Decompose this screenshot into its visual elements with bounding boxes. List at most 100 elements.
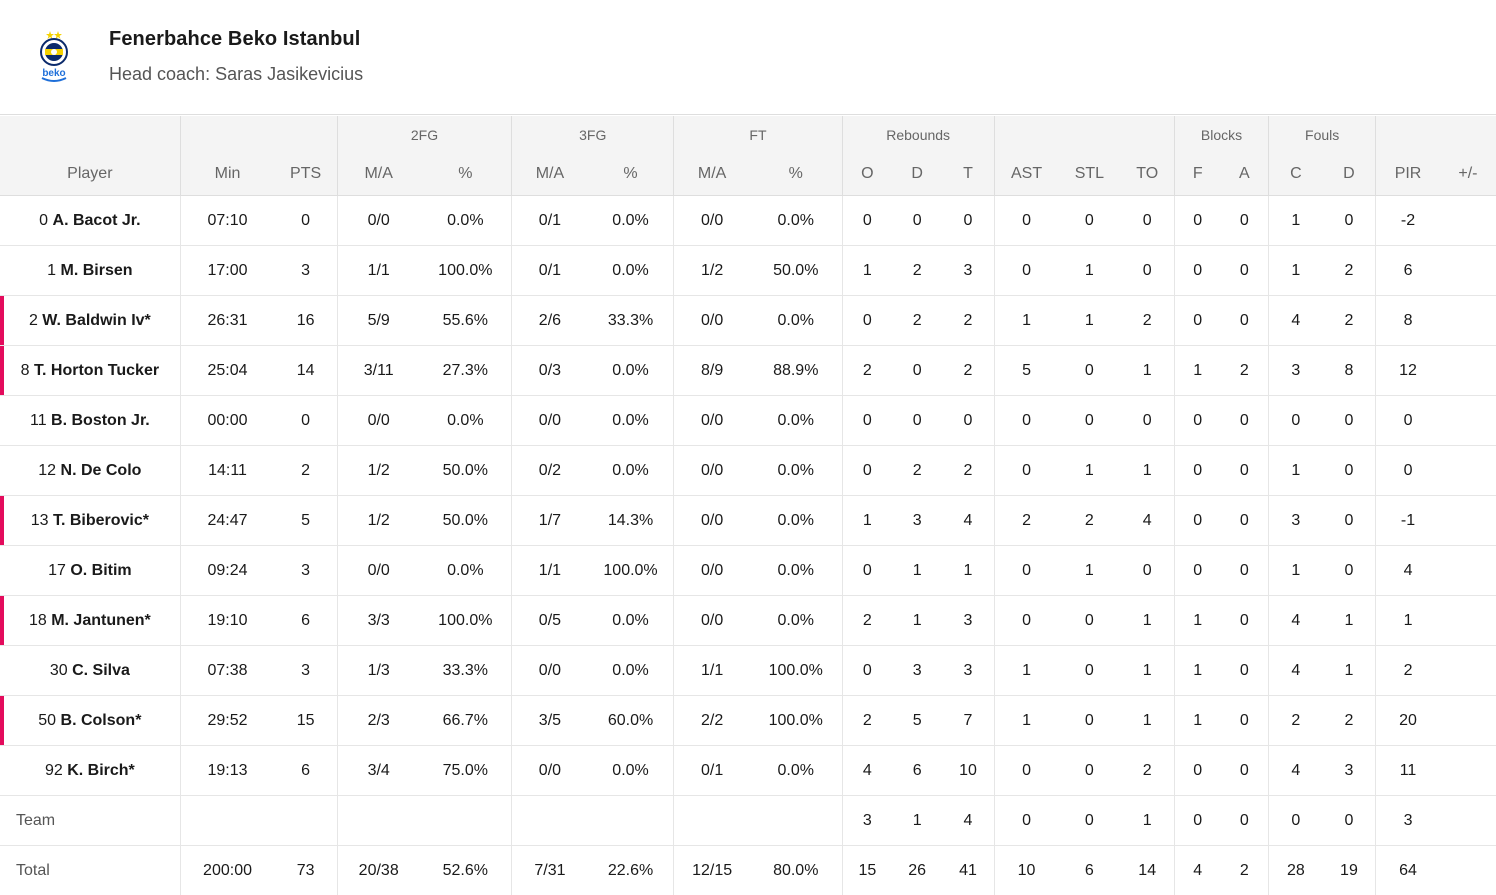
stat-fouls-committed: 3 — [1269, 496, 1323, 546]
player-name-link[interactable]: B. Boston Jr. — [51, 412, 150, 429]
team-minutes — [180, 796, 274, 846]
col-3fg-pct[interactable]: % — [588, 153, 674, 196]
stat-def-rebounds: 1 — [892, 546, 942, 596]
player-name-link[interactable]: M. Jantunen* — [51, 612, 151, 629]
col-plus-minus[interactable]: +/- — [1440, 153, 1496, 196]
col-ft-pct[interactable]: % — [750, 153, 842, 196]
stat-blocks-favor: 1 — [1174, 646, 1220, 696]
stat-def-rebounds: 5 — [892, 696, 942, 746]
stat-minutes: 14:11 — [180, 446, 274, 496]
col-stl[interactable]: STL — [1058, 153, 1120, 196]
jersey-number: 0 — [39, 212, 48, 229]
stat-assists: 2 — [994, 496, 1058, 546]
stat-2fg-pct: 75.0% — [420, 746, 512, 796]
col-2fg-ma[interactable]: M/A — [337, 153, 419, 196]
stat-3fg-made-attempted: 0/1 — [512, 196, 588, 246]
stat-plus-minus — [1440, 746, 1496, 796]
total-pir: 64 — [1376, 846, 1440, 895]
player-name-link[interactable]: M. Birsen — [61, 262, 133, 279]
stat-fouls-drawn: 0 — [1323, 196, 1376, 246]
player-name-link[interactable]: T. Horton Tucker — [34, 362, 159, 379]
col-min[interactable]: Min — [180, 153, 274, 196]
stat-blocks-against: 0 — [1221, 296, 1269, 346]
stat-turnovers: 0 — [1120, 246, 1174, 296]
col-reb-t[interactable]: T — [942, 153, 994, 196]
stat-2fg-pct: 100.0% — [420, 246, 512, 296]
stat-off-rebounds: 0 — [842, 446, 892, 496]
player-name-link[interactable]: T. Biberovic* — [53, 512, 149, 529]
stat-points: 16 — [274, 296, 337, 346]
stat-assists: 0 — [994, 596, 1058, 646]
player-name-link[interactable]: A. Bacot Jr. — [53, 212, 141, 229]
player-cell: 11 B. Boston Jr. — [0, 396, 180, 446]
team-blocks-favor: 0 — [1174, 796, 1220, 846]
stat-minutes: 29:52 — [180, 696, 274, 746]
stat-3fg-pct: 0.0% — [588, 396, 674, 446]
stat-3fg-pct: 33.3% — [588, 296, 674, 346]
stat-3fg-pct: 0.0% — [588, 596, 674, 646]
group-empty — [994, 116, 1174, 153]
col-blk-f[interactable]: F — [1174, 153, 1220, 196]
col-ast[interactable]: AST — [994, 153, 1058, 196]
stat-2fg-pct: 0.0% — [420, 196, 512, 246]
player-name-link[interactable]: N. De Colo — [61, 462, 142, 479]
col-pir[interactable]: PIR — [1376, 153, 1440, 196]
team-label: Team — [0, 796, 180, 846]
stat-2fg-pct: 55.6% — [420, 296, 512, 346]
stat-blocks-against: 0 — [1221, 446, 1269, 496]
team-total-rebounds: 4 — [942, 796, 994, 846]
stat-2fg-pct: 100.0% — [420, 596, 512, 646]
stat-minutes: 09:24 — [180, 546, 274, 596]
total-3fg-made-attempted: 7/31 — [512, 846, 588, 895]
stat-off-rebounds: 0 — [842, 646, 892, 696]
player-name-link[interactable]: C. Silva — [72, 662, 130, 679]
jersey-number: 11 — [30, 412, 47, 429]
col-player[interactable]: Player — [0, 153, 180, 196]
col-reb-o[interactable]: O — [842, 153, 892, 196]
group-empty — [180, 116, 337, 153]
player-name-link[interactable]: O. Bitim — [70, 562, 131, 579]
player-cell: 17 O. Bitim — [0, 546, 180, 596]
stat-3fg-made-attempted: 0/0 — [512, 646, 588, 696]
col-foul-c[interactable]: C — [1269, 153, 1323, 196]
player-cell: 18 M. Jantunen* — [0, 596, 180, 646]
col-ft-ma[interactable]: M/A — [674, 153, 750, 196]
stat-turnovers: 0 — [1120, 546, 1174, 596]
stat-off-rebounds: 0 — [842, 296, 892, 346]
total-fouls-drawn: 19 — [1323, 846, 1376, 895]
stat-total-rebounds: 0 — [942, 396, 994, 446]
stat-3fg-pct: 0.0% — [588, 446, 674, 496]
col-foul-d[interactable]: D — [1323, 153, 1376, 196]
player-name-link[interactable]: B. Colson* — [61, 712, 142, 729]
stat-ft-made-attempted: 1/1 — [674, 646, 750, 696]
stat-turnovers: 1 — [1120, 346, 1174, 396]
player-cell: 2 W. Baldwin Iv* — [0, 296, 180, 346]
stat-blocks-favor: 1 — [1174, 346, 1220, 396]
total-ft-pct: 80.0% — [750, 846, 842, 895]
col-3fg-ma[interactable]: M/A — [512, 153, 588, 196]
col-pts[interactable]: PTS — [274, 153, 337, 196]
stat-blocks-favor: 0 — [1174, 246, 1220, 296]
stat-fouls-committed: 4 — [1269, 296, 1323, 346]
total-2fg-pct: 52.6% — [420, 846, 512, 895]
team-fouls-drawn: 0 — [1323, 796, 1376, 846]
jersey-number: 2 — [29, 312, 38, 329]
stat-fouls-committed: 1 — [1269, 446, 1323, 496]
stat-assists: 0 — [994, 196, 1058, 246]
stat-off-rebounds: 2 — [842, 346, 892, 396]
col-blk-a[interactable]: A — [1221, 153, 1269, 196]
stat-blocks-against: 0 — [1221, 246, 1269, 296]
stat-points: 3 — [274, 646, 337, 696]
col-2fg-pct[interactable]: % — [420, 153, 512, 196]
stat-steals: 2 — [1058, 496, 1120, 546]
stat-def-rebounds: 2 — [892, 296, 942, 346]
stat-3fg-made-attempted: 2/6 — [512, 296, 588, 346]
player-name-link[interactable]: K. Birch* — [67, 762, 135, 779]
col-to[interactable]: TO — [1120, 153, 1174, 196]
stat-3fg-pct: 0.0% — [588, 746, 674, 796]
player-name-link[interactable]: W. Baldwin Iv* — [42, 312, 150, 329]
stat-plus-minus — [1440, 396, 1496, 446]
col-reb-d[interactable]: D — [892, 153, 942, 196]
